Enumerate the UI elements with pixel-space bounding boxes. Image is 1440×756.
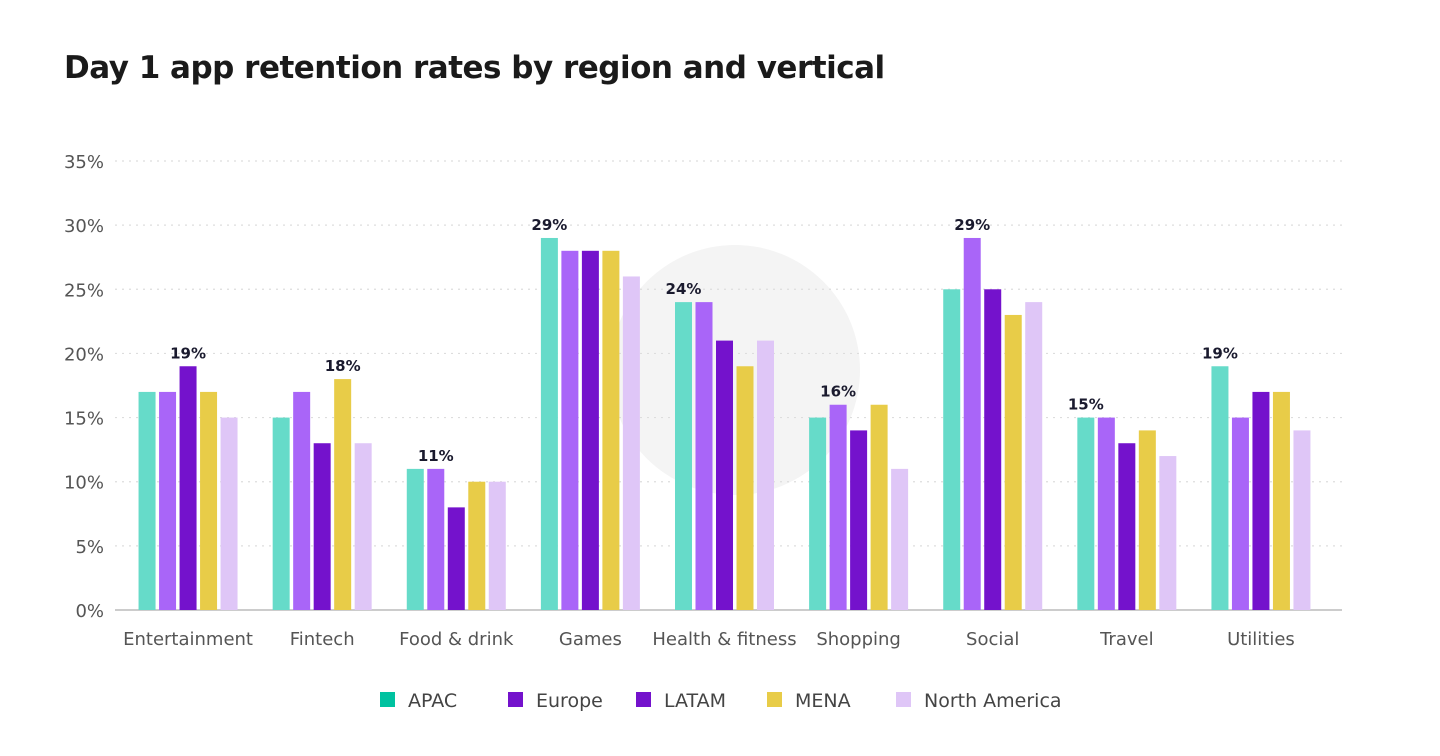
bar-mena — [1272, 391, 1290, 610]
bar-europe — [1097, 417, 1115, 610]
data-label: 16% — [820, 383, 856, 401]
bar-apac — [943, 289, 961, 610]
data-label: 29% — [531, 216, 567, 234]
bar-europe — [427, 468, 445, 610]
bar-latam — [1118, 443, 1136, 610]
bar-latam — [984, 289, 1002, 610]
x-tick-label: Food & drink — [399, 629, 514, 650]
bar-apac — [540, 237, 558, 610]
bar-north-america — [891, 468, 909, 610]
legend-label: LATAM — [664, 690, 726, 712]
legend-swatch — [508, 692, 523, 707]
bar-latam — [313, 443, 331, 610]
data-label: 24% — [666, 280, 702, 298]
bar-mena — [1004, 314, 1022, 610]
bar-north-america — [1293, 430, 1311, 610]
data-label: 11% — [418, 447, 454, 465]
bar-europe — [159, 391, 177, 610]
watermark-circle — [610, 245, 860, 495]
legend-swatch — [380, 692, 395, 707]
bar-mena — [334, 379, 352, 610]
x-tick-label: Entertainment — [123, 629, 253, 650]
legend-swatch — [767, 692, 782, 707]
bar-europe — [963, 237, 981, 610]
data-label: 15% — [1068, 396, 1104, 414]
y-tick-label: 10% — [64, 473, 104, 494]
bar-mena — [602, 250, 620, 611]
x-tick-label: Utilities — [1227, 629, 1295, 650]
bar-mena — [468, 481, 486, 610]
bar-europe — [1231, 417, 1249, 610]
bar-north-america — [488, 481, 506, 610]
bar-apac — [138, 391, 156, 610]
bar-europe — [561, 250, 579, 611]
bar-apac — [809, 417, 827, 610]
data-label: 18% — [325, 357, 361, 375]
data-label: 29% — [954, 216, 990, 234]
bar-north-america — [1025, 302, 1043, 610]
bar-latam — [581, 250, 599, 611]
y-tick-label: 35% — [64, 152, 104, 173]
bar-mena — [736, 366, 754, 610]
legend-label: APAC — [408, 690, 457, 712]
y-tick-label: 25% — [64, 280, 104, 301]
bar-north-america — [1159, 456, 1177, 610]
legend-swatch — [896, 692, 911, 707]
bar-north-america — [220, 417, 238, 610]
bar-north-america — [757, 340, 774, 610]
y-tick-label: 0% — [75, 601, 104, 622]
chart-title: Day 1 app retention rates by region and … — [64, 50, 885, 86]
bar-europe — [829, 404, 847, 610]
y-tick-label: 20% — [64, 344, 104, 365]
bar-latam — [447, 507, 465, 610]
legend-swatch — [636, 692, 651, 707]
bar-apac — [675, 302, 692, 610]
legend-label: North America — [924, 690, 1062, 712]
legend-label: Europe — [536, 690, 603, 712]
bar-latam — [716, 340, 733, 610]
bar-latam — [179, 366, 197, 610]
bar-latam — [850, 430, 868, 610]
y-tick-label: 5% — [75, 537, 104, 558]
x-tick-label: Social — [966, 629, 1019, 650]
x-tick-label: Games — [559, 629, 622, 650]
data-label: 19% — [170, 344, 206, 362]
data-label: 19% — [1202, 344, 1238, 362]
bar-apac — [1211, 366, 1229, 610]
bar-north-america — [622, 276, 640, 610]
bar-mena — [200, 391, 218, 610]
y-tick-label: 30% — [64, 216, 104, 237]
bar-europe — [293, 391, 311, 610]
bar-mena — [870, 404, 888, 610]
bar-europe — [695, 302, 713, 610]
legend-label: MENA — [795, 690, 851, 712]
x-tick-label: Shopping — [816, 629, 901, 650]
x-tick-label: Health & fitness — [652, 629, 796, 650]
bar-apac — [1077, 417, 1095, 610]
bar-north-america — [354, 443, 372, 610]
bar-apac — [406, 468, 424, 610]
x-tick-label: Travel — [1099, 629, 1154, 650]
bar-apac — [272, 417, 290, 610]
bar-latam — [1252, 391, 1270, 610]
y-tick-label: 15% — [64, 409, 104, 430]
x-tick-label: Fintech — [290, 629, 355, 650]
bar-mena — [1138, 430, 1156, 610]
